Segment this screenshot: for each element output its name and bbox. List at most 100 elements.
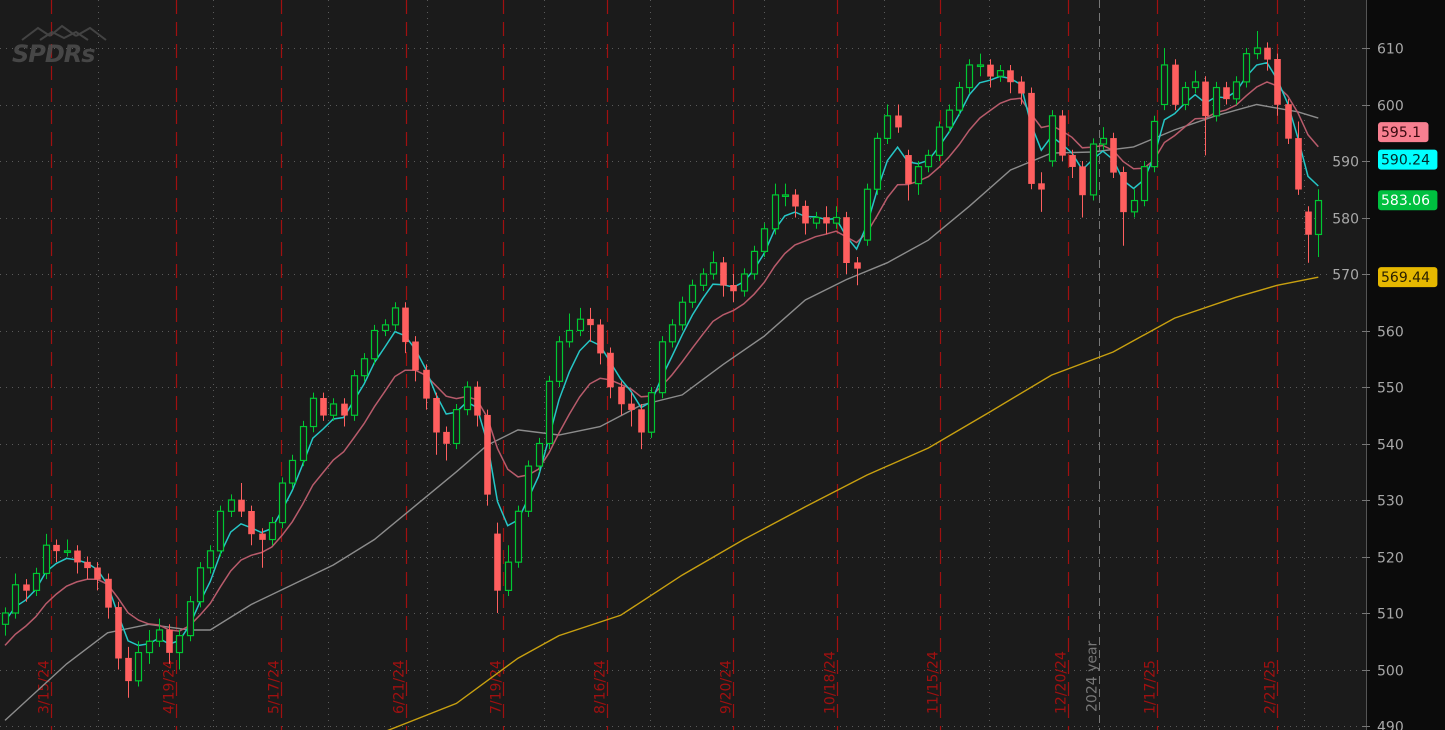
candle-body	[668, 324, 677, 343]
candle	[576, 307, 585, 337]
candle	[268, 516, 277, 546]
candle-body	[1191, 81, 1200, 89]
candle	[565, 313, 574, 348]
candle-body	[1264, 47, 1271, 60]
candle-body	[32, 572, 41, 592]
candle	[914, 161, 923, 195]
candle	[1120, 166, 1127, 246]
date-marker-label: 2/21/25	[1263, 660, 1279, 714]
candle	[1285, 98, 1292, 145]
candle-body	[720, 262, 727, 286]
candle	[730, 274, 737, 303]
candle-body	[1069, 155, 1076, 167]
candle-body	[125, 657, 132, 682]
candle	[423, 364, 430, 410]
candle-body	[1305, 211, 1312, 235]
candle-body	[996, 69, 1005, 77]
candle	[216, 505, 225, 557]
candle	[863, 183, 872, 246]
candle-body	[576, 318, 585, 332]
candle	[935, 121, 944, 161]
candle-body	[1274, 58, 1281, 105]
candle-body	[730, 284, 737, 292]
candle-body	[1099, 137, 1108, 145]
candle	[597, 319, 604, 365]
candle	[350, 370, 359, 421]
candle-body	[1120, 172, 1127, 213]
candle	[484, 409, 491, 506]
date-marker-label: 12/20/24	[1054, 651, 1070, 714]
candle-body	[381, 324, 390, 332]
candle	[965, 59, 974, 94]
candle	[474, 381, 481, 427]
spdrs-logo: SPDRs	[12, 24, 107, 68]
candle	[1048, 110, 1057, 167]
candle	[412, 336, 419, 382]
candle-body	[329, 403, 338, 416]
candle-body	[1110, 138, 1117, 173]
candle-body	[607, 352, 614, 388]
axis-tick-label: 500	[1377, 664, 1404, 680]
candle	[494, 522, 501, 613]
candle-body	[658, 341, 667, 394]
candle	[924, 149, 933, 173]
price-label-text: 569.44	[1381, 270, 1430, 286]
date-marker-label: 4/19/24	[162, 660, 178, 714]
candle-body	[186, 601, 195, 637]
candle-body	[63, 550, 72, 553]
candle	[1305, 206, 1312, 263]
candle-body	[709, 262, 718, 275]
candle-body	[1160, 64, 1169, 106]
candle-body	[309, 397, 318, 428]
candle-body	[1212, 86, 1221, 117]
candle-body	[299, 425, 308, 462]
candle-body	[227, 499, 236, 512]
candle	[1202, 76, 1209, 156]
candle	[155, 618, 164, 647]
candle	[720, 257, 727, 297]
candle	[125, 646, 132, 698]
candle	[895, 104, 902, 133]
axis-tick-label: 600	[1377, 99, 1404, 115]
candle	[802, 200, 809, 235]
candle-body	[618, 386, 625, 405]
plot-background	[0, 0, 1366, 730]
price-axis[interactable]: 490 500 510 520 530 540 550 560 570 580 590 600 610	[1330, 42, 1404, 730]
candle	[1223, 81, 1230, 105]
candle	[381, 319, 390, 337]
candle	[873, 132, 882, 195]
candle-body	[854, 262, 861, 269]
candle-body	[873, 137, 882, 190]
candle	[638, 403, 645, 450]
candle	[443, 426, 450, 461]
candle	[299, 420, 308, 467]
candle	[1295, 121, 1302, 195]
candle	[524, 460, 533, 517]
axis-tick-label-background	[1330, 152, 1360, 171]
candle-body	[1172, 64, 1179, 105]
candle-body	[1028, 92, 1035, 184]
candle-body	[423, 369, 430, 399]
candle	[1253, 31, 1262, 60]
date-marker-label: 11/15/24	[926, 651, 942, 714]
candle-body	[760, 228, 769, 253]
price-label-background	[1378, 190, 1438, 211]
candle	[1028, 87, 1035, 190]
price-label-text: 583.06	[1381, 193, 1430, 209]
candle	[843, 211, 850, 274]
candle-body	[545, 380, 554, 445]
date-markers: 3/15/24 4/19/24 5/17/24 6/21/24 7/19/24 8/16/…	[37, 0, 1279, 730]
candle-body	[1089, 143, 1098, 196]
candle-body	[1150, 120, 1159, 168]
candle-body	[688, 284, 697, 303]
candle	[259, 528, 266, 568]
candle	[166, 624, 173, 664]
candle-body	[1253, 47, 1262, 55]
candle	[771, 183, 780, 235]
axis-tick-label: 520	[1377, 551, 1404, 567]
candle-body	[115, 607, 122, 659]
candle	[688, 279, 697, 308]
candle-body	[370, 329, 379, 360]
candle	[329, 398, 338, 421]
